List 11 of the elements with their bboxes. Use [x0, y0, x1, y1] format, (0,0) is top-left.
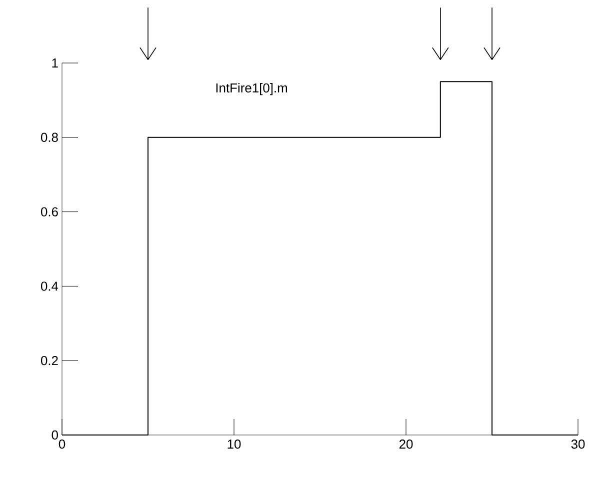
x-tick-label: 10: [228, 440, 241, 449]
x-tick-label: 0: [58, 440, 66, 449]
y-tick-label: 0: [52, 430, 58, 440]
y-tick-label: 0.2: [40, 356, 58, 366]
y-tick-label: 0.6: [40, 207, 58, 216]
y-tick-label: 0.4: [40, 282, 58, 291]
x-tick-label: 30: [571, 440, 585, 449]
x-tick-label: 20: [399, 440, 413, 449]
y-tick-label: 1: [52, 58, 58, 68]
text: IntFire1[0].m: [216, 82, 288, 96]
y-tick-label: 0.8: [40, 132, 58, 142]
